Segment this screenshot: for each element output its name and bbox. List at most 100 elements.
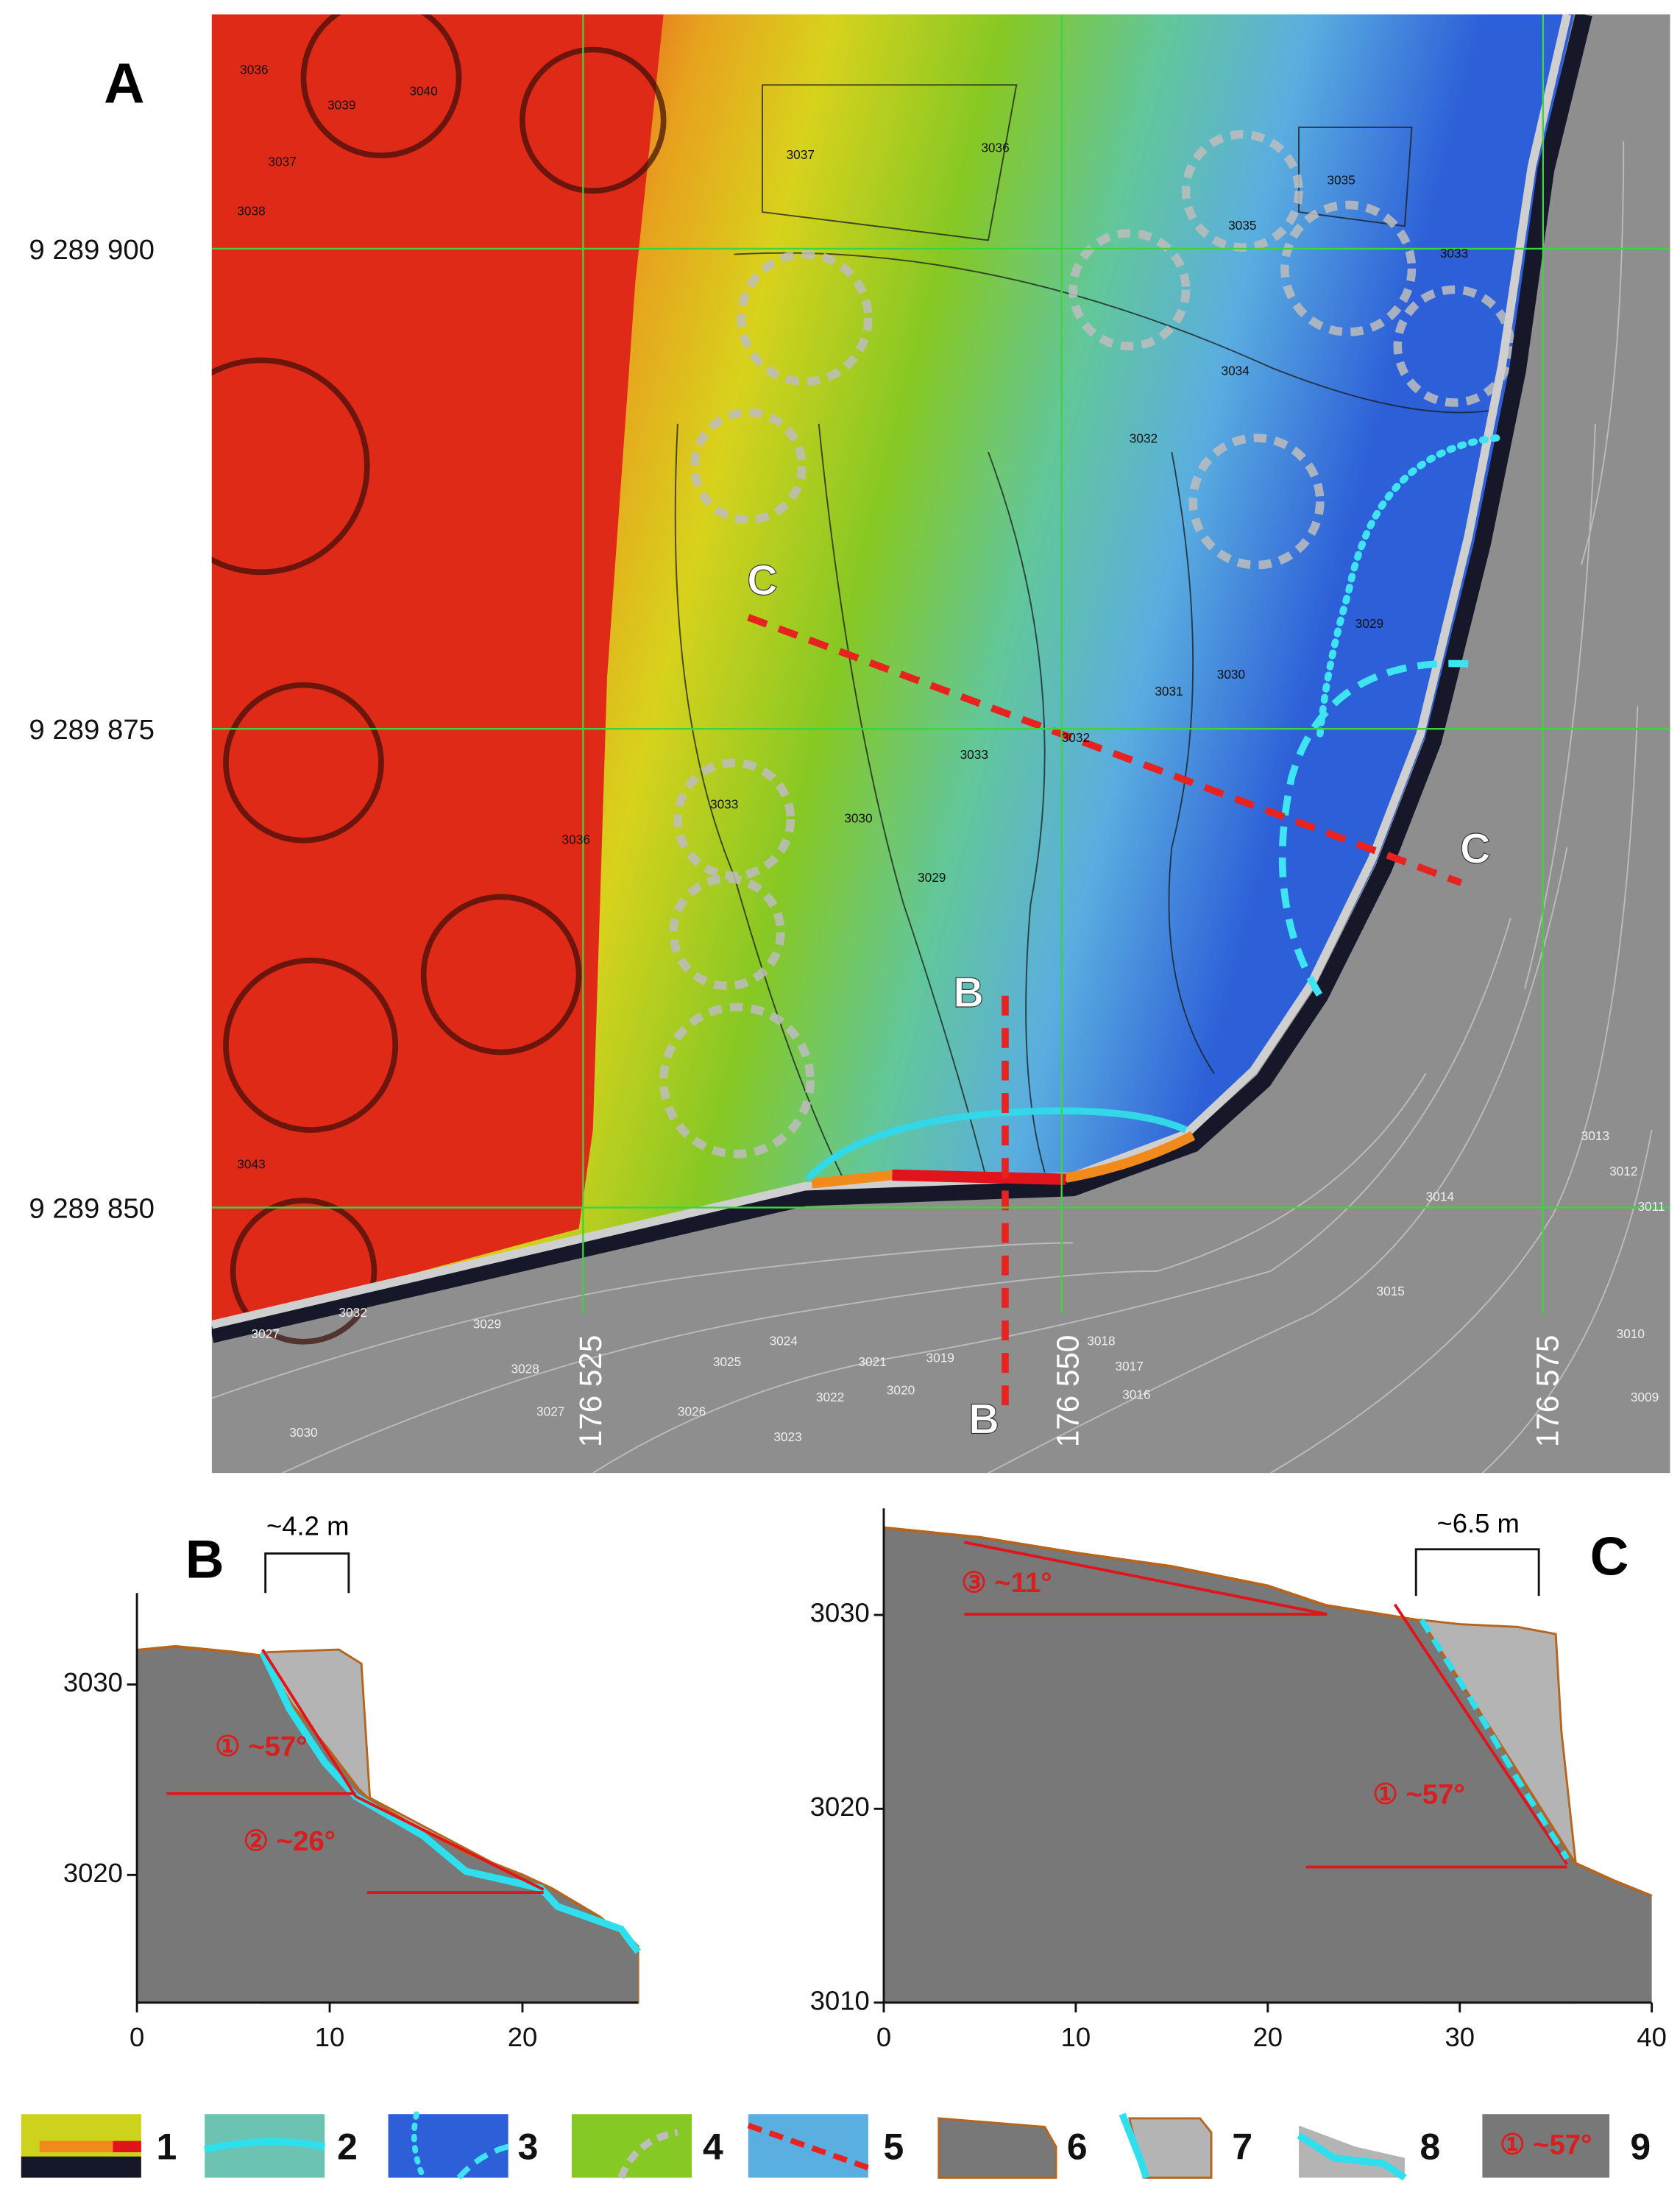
swatch (21, 2156, 141, 2178)
northing-label: 9 289 875 (29, 714, 155, 746)
grid (211, 14, 1670, 1314)
legend-number: 6 (1067, 2126, 1088, 2167)
legend-number: 2 (337, 2126, 358, 2167)
scarp-orange (1065, 1131, 1196, 1183)
swatch (938, 2117, 1057, 2179)
angle-label: ② ~26° (244, 1825, 336, 1857)
x-tick-label: 0 (876, 2022, 891, 2052)
section-label: B (968, 1396, 999, 1443)
swatch (617, 2129, 678, 2179)
tanks (211, 14, 667, 1345)
legend-number: 8 (1420, 2126, 1441, 2167)
contours (674, 84, 1497, 1187)
contour-label: 3029 (473, 1316, 501, 1331)
legend-number: 7 (1232, 2126, 1252, 2167)
contour-label: 3010 (1617, 1326, 1645, 1341)
ground-area (137, 1646, 639, 2003)
angle-label: ① ~57° (215, 1730, 307, 1762)
contour-label: 3033 (710, 796, 738, 811)
hollows (659, 130, 1515, 1159)
section-label: C (747, 557, 778, 604)
contour-label: 3035 (1327, 172, 1355, 187)
bracket (264, 1552, 350, 1594)
x-tick-label: 20 (508, 2022, 538, 2052)
road-cut (211, 14, 1592, 1343)
x-tick-label: 10 (315, 2022, 345, 2052)
contour-labels: 3036 3039 3040 3037 3038 3037 3036 3035 … (237, 63, 1665, 1444)
contour-label: 3015 (1377, 1284, 1405, 1298)
swatch (748, 2114, 868, 2178)
x-tick-label: 0 (130, 2022, 144, 2052)
x-tick-label: 20 (1253, 2022, 1283, 2052)
contour-label: 3012 (1609, 1164, 1637, 1178)
scar-outline (804, 1107, 1188, 1182)
ground-surface (883, 1526, 1653, 1898)
ground-area (883, 1527, 1652, 2003)
y-tick-label: 3030 (810, 1598, 870, 1628)
contour-label: 3036 (981, 140, 1009, 155)
angle-label: ① ~57° (1372, 1779, 1464, 1811)
easting-label: 176 575 (1531, 1335, 1565, 1448)
contour-label: 3024 (770, 1333, 798, 1348)
contours-grey (211, 141, 1653, 1474)
contour-label: 3011 (1637, 1199, 1665, 1214)
swatch (204, 2138, 326, 2153)
northing-label: 9 289 850 (29, 1193, 155, 1225)
failure-surface (1419, 1618, 1570, 1861)
contour-label: 3028 (511, 1362, 539, 1376)
ground-surface (136, 1644, 639, 1949)
contour-label: 3032 (339, 1305, 366, 1320)
bracket (1414, 1548, 1540, 1597)
legend-number: 3 (518, 2126, 539, 2167)
map: 3036 3039 3040 3037 3038 3037 3036 3035 … (211, 14, 1670, 1474)
contour-label: 3035 (1228, 218, 1256, 233)
terrain-low (211, 14, 664, 1328)
contour-label: 3027 (251, 1326, 279, 1341)
contour-label: 3021 (858, 1354, 886, 1369)
y-tick-label: 3020 (63, 1858, 123, 1888)
contour-label: 3016 (1122, 1387, 1150, 1401)
contour-label: 3037 (787, 147, 815, 162)
x-tick-label: 10 (1061, 2022, 1091, 2052)
scarp-red (892, 1169, 1066, 1185)
swatch (456, 2143, 509, 2180)
angle-label: ③ ~11° (961, 1567, 1052, 1599)
legend-sample: ① ~57° (1500, 2129, 1592, 2160)
contour-label: 3017 (1116, 1359, 1144, 1373)
contour-label: 3027 (536, 1404, 564, 1418)
contour-label: 3020 (887, 1383, 915, 1398)
contour-label: 3032 (1130, 431, 1158, 445)
x-tick-label: 30 (1445, 2022, 1475, 2052)
contour-label: 3025 (713, 1354, 741, 1369)
profile-title: B (185, 1530, 224, 1589)
contour-label: 3009 (1631, 1390, 1659, 1404)
contour-label: 3029 (918, 870, 946, 885)
easting-label: 176 525 (573, 1335, 608, 1448)
legend-number: 9 (1630, 2126, 1651, 2167)
y-tick-label: 3010 (810, 1985, 870, 2015)
swatch (1119, 2113, 1150, 2179)
contour-label: 3030 (289, 1425, 317, 1440)
panel-label: A (104, 52, 144, 115)
contour-label: 3031 (1155, 684, 1183, 699)
width-label: ~4.2 m (266, 1511, 349, 1541)
contour-label: 3019 (926, 1350, 954, 1365)
swatch (1297, 2132, 1407, 2181)
section-c (747, 614, 1463, 886)
section-label: C (1460, 825, 1491, 872)
profile-title: C (1590, 1527, 1629, 1586)
contour-label: 3038 (237, 204, 265, 219)
contour-label: 3022 (816, 1390, 844, 1404)
contour-label: 3018 (1087, 1333, 1115, 1348)
contour-label: 3037 (269, 154, 297, 169)
contour-label: 3026 (678, 1404, 706, 1418)
contour-label: 3029 (1355, 616, 1383, 631)
contour-label: 3033 (960, 747, 988, 762)
swatch (411, 2111, 427, 2181)
northing-label: 9 289 900 (29, 234, 155, 266)
scarp-orange (811, 1170, 893, 1189)
contour-label: 3036 (562, 832, 590, 846)
contour-label: 3036 (240, 63, 268, 77)
scar-old (1278, 660, 1469, 998)
